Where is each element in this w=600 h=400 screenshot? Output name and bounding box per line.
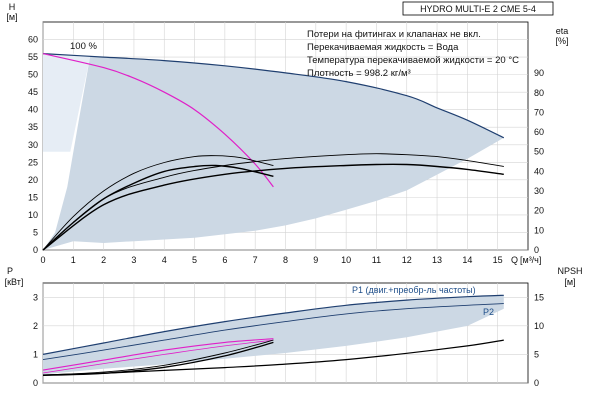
head-tick-label: 35: [28, 122, 38, 132]
x-tick-label: 9: [313, 255, 318, 265]
head-tick-label: 30: [28, 140, 38, 150]
npsh-tick-label: 10: [534, 321, 544, 331]
eta-tick-label: 20: [534, 206, 544, 216]
eta-tick-label: 10: [534, 225, 544, 235]
eta-tick-label: 60: [534, 127, 544, 137]
duty-p2-curve: [42, 339, 274, 374]
x-tick-label: 6: [222, 255, 227, 265]
x-tick-label: 5: [192, 255, 197, 265]
speed-label: 100 %: [70, 41, 97, 52]
note-line-4: Плотность = 998.2 кг/м³: [307, 68, 411, 79]
note-line-2: Перекачиваемая жидкость = Вода: [307, 42, 459, 53]
x-tick-label: 12: [402, 255, 412, 265]
x-tick-label: 14: [462, 255, 472, 265]
power-tick-label: 2: [33, 321, 38, 331]
envelope-area: [43, 53, 504, 250]
eta-tick-label: 0: [534, 245, 539, 255]
title-box: [402, 1, 554, 16]
eta-curve-max-upper: [42, 153, 504, 251]
eta-tick-label: 70: [534, 107, 544, 117]
eta-curve-duty-lower: [42, 164, 274, 251]
upper-ticks: 0 1 2 3 4 5 6 7 8 9 10 11 12 13 14 15051015202530354045…: [28, 35, 544, 265]
npsh-tick-label: 0: [534, 378, 539, 388]
x-tick-label: 13: [432, 255, 442, 265]
head-tick-label: 55: [28, 52, 38, 62]
eta-curve-max-lower: [42, 163, 504, 251]
lower-curves: [42, 294, 504, 376]
eta-tick-label: 30: [534, 186, 544, 196]
eta-axis-unit: [%]: [555, 36, 568, 46]
x-tick-label: 0: [40, 255, 45, 265]
duty-p1-curve: [42, 338, 274, 371]
chart-title: HYDRO MULTI-E 2 CME 5-4: [420, 4, 536, 14]
head-tick-label: 0: [33, 245, 38, 255]
head-axis-unit: [м]: [6, 12, 17, 22]
power-tick-label: 0: [33, 378, 38, 388]
x-tick-label: 1: [71, 255, 76, 265]
head-axis-label: H: [9, 2, 16, 12]
head-tick-label: 20: [28, 175, 38, 185]
npsh-tick-label: 5: [534, 349, 539, 359]
head-tick-label: 40: [28, 105, 38, 115]
npsh-tick-label: 15: [534, 292, 544, 302]
p2-legend: P2: [483, 307, 494, 317]
head-tick-label: 15: [28, 192, 38, 202]
lower-ticks: 0 1 2 3 0 5 10 15: [33, 292, 544, 388]
note-line-1: Потери на фитингах и клапанах не вкл.: [307, 29, 481, 40]
eta-tick-label: 40: [534, 166, 544, 176]
operating-envelope: [43, 53, 504, 250]
head-tick-label: 50: [28, 70, 38, 80]
power-axis-label: P: [7, 266, 13, 276]
npsh-axis-label: NPSH: [557, 266, 582, 276]
head-tick-label: 45: [28, 87, 38, 97]
head-efficiency-chart: 0 1 2 3 4 5 6 7 8 9 10 11 12 13 14 15051015202530354045…: [6, 1, 569, 265]
eta-curve-duty-upper: [42, 155, 274, 251]
envelope-tint: [43, 53, 90, 152]
eta-axis-label: eta: [556, 26, 569, 36]
head-tick-label: 60: [28, 35, 38, 45]
x-tick-label: 11: [372, 255, 381, 265]
flow-axis-label: Q: [511, 255, 518, 265]
flow-axis-unit: [м³/ч]: [520, 255, 541, 265]
max-head-curve: [42, 53, 505, 139]
power-envelope-area: [43, 295, 504, 375]
p1-legend: P1 (двиг.+преобр-ль частоты): [352, 285, 476, 295]
x-tick-label: 10: [341, 255, 351, 265]
x-tick-label: 4: [162, 255, 167, 265]
x-tick-label: 8: [283, 255, 288, 265]
eta-tick-label: 80: [534, 88, 544, 98]
p2-max-curve: [42, 303, 504, 361]
x-tick-label: 15: [493, 255, 503, 265]
note-line-3: Температура перекачиваемой жидкости = 20…: [307, 55, 519, 66]
upper-curves: [42, 53, 505, 251]
x-tick-label: 7: [253, 255, 258, 265]
x-tick-label: 3: [131, 255, 136, 265]
npsh-curve: [42, 339, 504, 376]
power-tick-label: 1: [33, 349, 38, 359]
head-tick-label: 5: [33, 227, 38, 237]
npsh-axis-unit: [м]: [564, 277, 575, 287]
power-tick-label: 3: [33, 292, 38, 302]
power-npsh-chart: 0 1 2 3 0 5 10 15 P [кВт] NPSH [м] P1 (двиг.+пр…: [5, 266, 583, 388]
eta-tick-label: 50: [534, 147, 544, 157]
x-tick-label: 2: [101, 255, 106, 265]
power-envelope: [43, 295, 504, 375]
head-tick-label: 25: [28, 157, 38, 167]
eta-tick-label: 90: [534, 68, 544, 78]
p1-max-curve: [42, 294, 504, 355]
power-axis-unit: [кВт]: [5, 277, 24, 287]
head-tick-label: 10: [28, 210, 38, 220]
